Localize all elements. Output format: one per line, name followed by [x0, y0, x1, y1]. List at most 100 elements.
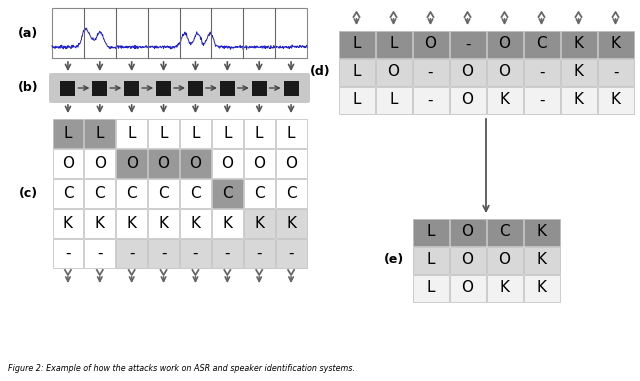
Text: (c): (c) — [19, 187, 38, 200]
Bar — [276, 118, 307, 147]
Text: -: - — [428, 93, 433, 107]
Text: C: C — [254, 186, 264, 200]
Text: K: K — [499, 280, 509, 296]
Text: -: - — [257, 245, 262, 261]
Text: O: O — [499, 64, 511, 80]
Text: C: C — [126, 186, 137, 200]
Text: -: - — [539, 64, 544, 80]
Text: K: K — [611, 37, 621, 51]
Text: (a): (a) — [18, 27, 38, 40]
Text: (d): (d) — [310, 66, 330, 78]
Text: C: C — [158, 186, 169, 200]
Bar — [84, 239, 115, 267]
Text: C: C — [190, 186, 201, 200]
Bar — [52, 149, 83, 178]
Text: O: O — [461, 224, 474, 240]
Bar — [486, 30, 522, 58]
Text: (e): (e) — [384, 253, 404, 266]
Bar — [148, 179, 179, 208]
Bar — [376, 30, 412, 58]
Bar — [220, 80, 235, 96]
Bar — [212, 149, 243, 178]
Bar — [276, 208, 307, 237]
Bar — [284, 80, 299, 96]
Text: C: C — [285, 186, 296, 200]
Bar — [449, 274, 486, 301]
Text: -: - — [129, 245, 134, 261]
Text: C: C — [63, 186, 73, 200]
Bar — [84, 118, 115, 147]
Bar — [376, 59, 412, 85]
Bar — [188, 80, 203, 96]
Text: -: - — [97, 245, 102, 261]
Bar — [244, 179, 275, 208]
Text: K: K — [573, 37, 584, 51]
Bar — [413, 30, 449, 58]
Bar — [180, 239, 211, 267]
Text: C: C — [222, 186, 232, 200]
Bar — [148, 149, 179, 178]
Bar — [449, 247, 486, 274]
Text: K: K — [127, 216, 137, 231]
Text: L: L — [389, 93, 397, 107]
Bar — [84, 149, 115, 178]
Bar — [148, 239, 179, 267]
Bar — [60, 80, 76, 96]
Bar — [212, 179, 243, 208]
Bar — [212, 239, 243, 267]
Bar — [413, 247, 449, 274]
FancyBboxPatch shape — [49, 73, 310, 103]
Bar — [180, 118, 211, 147]
Bar — [252, 80, 267, 96]
Bar — [413, 218, 449, 245]
Bar — [524, 247, 559, 274]
Text: -: - — [539, 93, 544, 107]
Bar — [148, 208, 179, 237]
Bar — [276, 239, 307, 267]
Bar — [561, 59, 596, 85]
Text: C: C — [499, 224, 510, 240]
Bar — [598, 59, 634, 85]
Bar — [124, 80, 139, 96]
Text: K: K — [573, 93, 584, 107]
Bar — [92, 80, 108, 96]
Text: K: K — [536, 224, 547, 240]
Text: -: - — [225, 245, 230, 261]
Text: L: L — [95, 125, 104, 141]
Bar — [52, 118, 83, 147]
Bar — [156, 80, 171, 96]
Bar — [449, 30, 486, 58]
Text: -: - — [288, 245, 294, 261]
Bar — [52, 179, 83, 208]
Text: O: O — [285, 155, 297, 171]
Text: L: L — [352, 64, 361, 80]
Bar — [180, 208, 211, 237]
Text: L: L — [426, 224, 435, 240]
Text: O: O — [189, 155, 202, 171]
Bar — [212, 208, 243, 237]
Bar — [413, 59, 449, 85]
Bar — [561, 30, 596, 58]
Text: Figure 2: Example of how the attacks work on ASR and speaker identification syst: Figure 2: Example of how the attacks wor… — [8, 364, 355, 373]
Bar — [413, 86, 449, 114]
Text: -: - — [65, 245, 70, 261]
Bar — [339, 86, 374, 114]
Bar — [180, 179, 211, 208]
Text: C: C — [536, 37, 547, 51]
Text: O: O — [62, 155, 74, 171]
Text: K: K — [159, 216, 168, 231]
Text: K: K — [536, 280, 547, 296]
Text: -: - — [465, 37, 470, 51]
Bar — [52, 8, 307, 58]
Bar — [598, 86, 634, 114]
Bar — [339, 59, 374, 85]
Text: K: K — [63, 216, 73, 231]
Text: O: O — [461, 253, 474, 267]
Text: L: L — [426, 280, 435, 296]
Bar — [244, 149, 275, 178]
Bar — [413, 274, 449, 301]
Bar — [84, 179, 115, 208]
Text: L: L — [64, 125, 72, 141]
Bar — [276, 179, 307, 208]
Bar — [212, 118, 243, 147]
